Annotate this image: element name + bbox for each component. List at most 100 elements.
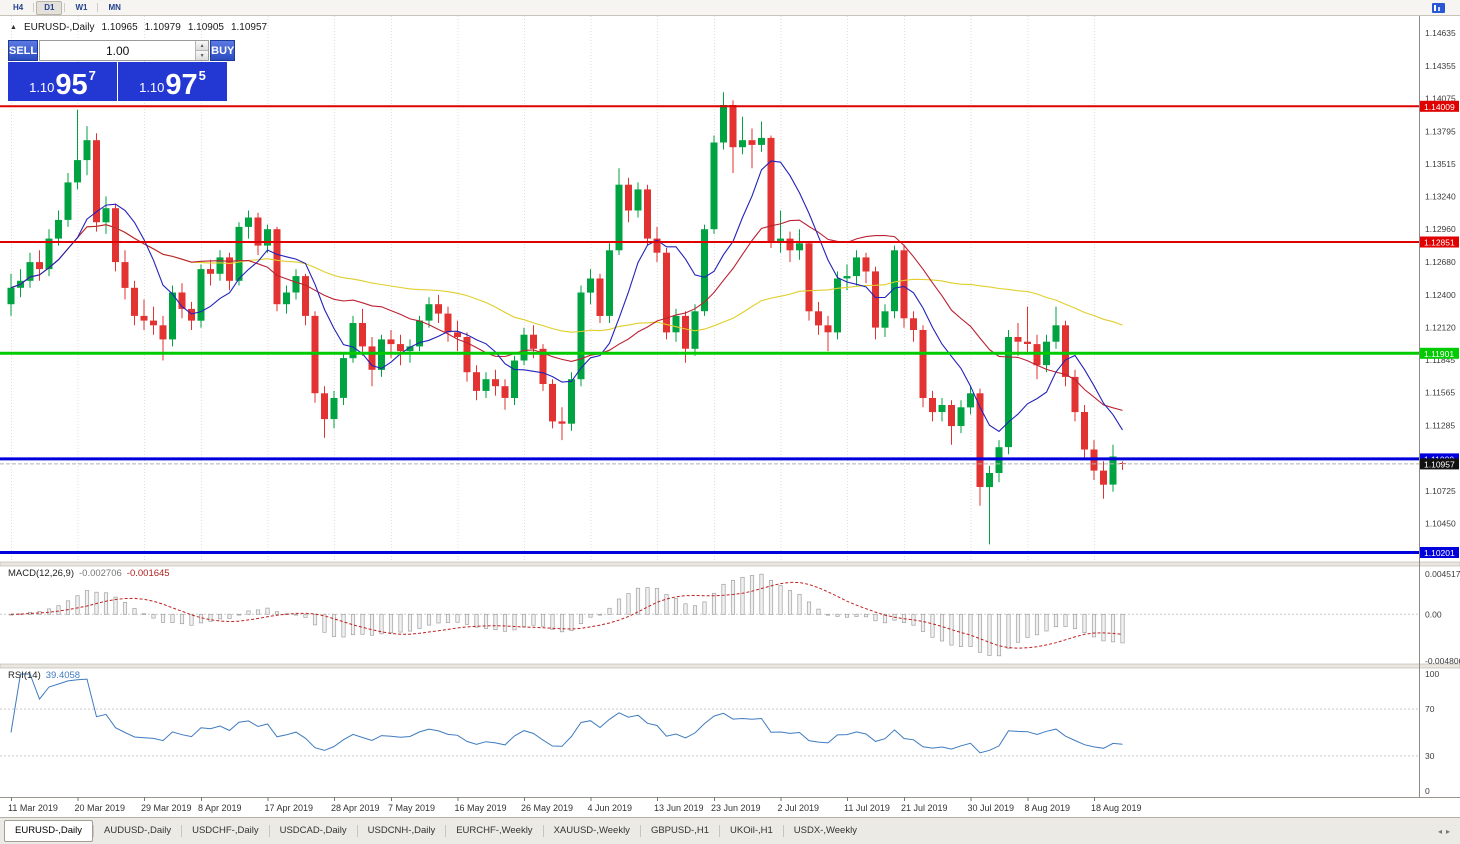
svg-text:16 May 2019: 16 May 2019 [455,803,507,813]
volume-input[interactable] [40,41,196,60]
price-axis[interactable]: 1.14635 1.14355 1.14075 1.13795 1.13515 1.132… [1420,28,1460,796]
panel-splitter[interactable] [0,561,1460,567]
svg-text:1.14355: 1.14355 [1425,61,1456,71]
tab-scroll-controls: ◂ ▸ [1438,827,1456,836]
chart-tab-bar: EURUSD-,Daily AUDUSD-,Daily USDCHF-,Daily U… [0,817,1460,844]
svg-text:1.11565: 1.11565 [1425,388,1455,398]
chart-tab[interactable]: USDX-,Weekly [793,825,857,836]
svg-text:1.14075: 1.14075 [1425,94,1456,104]
tab-separator [356,825,358,837]
toolbar-separator [33,3,35,12]
buy-price-display[interactable]: 1.10 97 5 [118,62,227,101]
svg-text:1.13240: 1.13240 [1425,191,1456,201]
time-axis[interactable]: 11 Mar 2019 20 Mar 2019 29 Mar 2019 8 Apr 2… [8,797,1142,813]
svg-text:0.004517: 0.004517 [1425,569,1460,579]
svg-text:30: 30 [1425,751,1435,761]
toolbar-separator [97,3,99,12]
timeframe-button-d1[interactable]: D1 [36,0,63,15]
ma-8-line [10,160,1123,433]
sell-price-sup: 7 [88,68,96,83]
buy-price-sup: 5 [198,68,206,83]
svg-text:23 Jun 2019: 23 Jun 2019 [711,803,761,813]
open-value: 1.10965 [101,22,138,33]
tab-separator [268,825,270,837]
svg-text:1.12120: 1.12120 [1425,323,1456,333]
chart-icon[interactable] [1432,2,1445,13]
rsi-value: 39.4058 [45,670,81,681]
chart-tab[interactable]: UKOil-,H1 [730,825,773,836]
svg-text:1.11285: 1.11285 [1425,421,1455,431]
rsi-indicator-label: RSI(14) 39.4058 [8,670,80,681]
svg-text:8 Apr 2019: 8 Apr 2019 [198,803,242,813]
svg-text:30 Jul 2019: 30 Jul 2019 [968,803,1015,813]
close-value: 1.10957 [230,22,268,33]
chart-tab[interactable]: USDCHF-,Daily [192,825,259,836]
chart-tab[interactable]: EURUSD-,Daily [4,820,94,842]
ma-45-line [10,224,1123,333]
price-line-label [1420,100,1459,112]
chart-tab[interactable]: AUDUSD-,Daily [104,825,172,836]
sell-price-display[interactable]: 1.10 95 7 [8,62,117,101]
svg-text:17 Apr 2019: 17 Apr 2019 [265,803,314,813]
chart-tab[interactable]: USDCAD-,Daily [279,825,347,836]
candlestick-series [7,92,1126,545]
svg-text:1.12960: 1.12960 [1425,224,1456,234]
ma-20-line [10,219,1123,411]
macd-main-value: -0.002706 [79,568,122,579]
one-click-trading-panel: SELL ▲ ▼ BUY 1.10 95 7 1.10 [8,40,236,101]
svg-text:11 Jul 2019: 11 Jul 2019 [844,803,890,813]
volume-increase-button[interactable]: ▲ [196,41,209,50]
sell-price-prefix: 1.10 [29,80,55,95]
svg-text:1.11845: 1.11845 [1425,355,1455,365]
svg-text:18 Aug 2019: 18 Aug 2019 [1091,803,1142,813]
svg-text:8 Aug 2019: 8 Aug 2019 [1025,803,1071,813]
svg-text:1.10725: 1.10725 [1425,486,1456,496]
svg-text:7 May 2019: 7 May 2019 [388,803,435,813]
chart-tab[interactable]: XAUUSD-,Weekly [553,825,630,836]
buy-price-big: 97 [165,69,198,101]
sell-button[interactable]: SELL [8,40,39,61]
symbol-label: EURUSD-,Daily [23,22,95,33]
sell-price-big: 95 [55,69,88,101]
chart-tab[interactable]: GBPUSD-,H1 [650,825,710,836]
svg-text:29 Mar 2019: 29 Mar 2019 [141,803,192,813]
timeframe-button-w1[interactable]: W1 [67,1,95,15]
tab-separator [93,825,95,837]
svg-text:2 Jul 2019: 2 Jul 2019 [778,803,820,813]
price-chart-canvas[interactable]: 1.14635 1.14355 1.14075 1.13795 1.13515 1.132… [0,16,1460,817]
buy-price-prefix: 1.10 [139,80,165,95]
toolbar-separator [64,3,66,12]
svg-text:1.12400: 1.12400 [1425,290,1456,300]
svg-text:1.10450: 1.10450 [1425,518,1456,528]
svg-text:11 Mar 2019: 11 Mar 2019 [8,803,58,813]
tab-scroll-right-icon[interactable]: ▸ [1445,826,1450,836]
bid-price-label [1420,458,1459,470]
high-value: 1.10979 [144,22,181,33]
volume-box: ▲ ▼ [39,40,210,61]
chart-tab[interactable]: USDCNH-,Daily [367,825,436,836]
price-line-label [1420,547,1459,558]
tab-separator [445,825,447,837]
svg-text:28 Apr 2019: 28 Apr 2019 [331,803,380,813]
tab-separator [639,825,641,837]
svg-text:1.14635: 1.14635 [1425,28,1456,38]
panel-splitter[interactable] [0,663,1460,669]
svg-text:100: 100 [1425,669,1439,679]
svg-text:-0.004806: -0.004806 [1425,656,1460,666]
svg-text:1.10957: 1.10957 [1424,459,1455,469]
svg-text:0: 0 [1425,786,1430,796]
timeframe-button-mn[interactable]: MN [100,1,128,15]
macd-title: MACD(12,26,9) [8,568,74,579]
svg-text:70: 70 [1425,704,1435,714]
tab-strip: EURUSD-,Daily AUDUSD-,Daily USDCHF-,Daily U… [4,820,867,842]
volume-decrease-button[interactable]: ▼ [196,50,209,60]
toolbar-right [1432,2,1455,13]
timeframe-button-h4[interactable]: H4 [5,1,31,15]
tab-scroll-left-icon[interactable]: ◂ [1437,826,1442,836]
tab-separator [782,825,784,837]
tab-separator [181,825,183,837]
buy-button[interactable]: BUY [210,40,236,61]
chart-tab[interactable]: EURCHF-,Weekly [456,825,533,836]
collapse-triangle-icon[interactable]: ▲ [10,24,17,31]
low-value: 1.10905 [187,22,224,33]
